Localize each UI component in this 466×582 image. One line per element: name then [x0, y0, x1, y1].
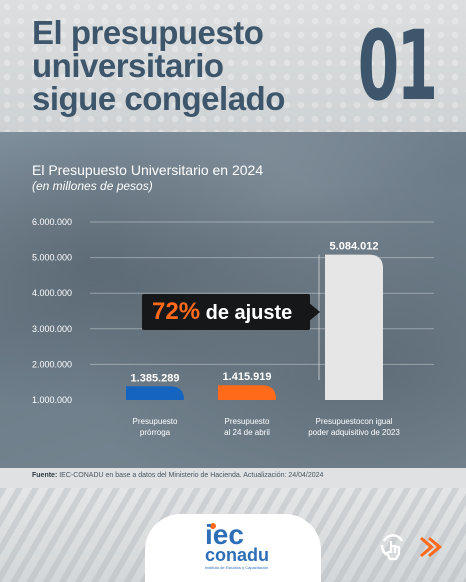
bar-value-label: 1.385.289	[131, 372, 180, 384]
source-bar	[0, 468, 466, 488]
chart-title: El Presupuesto Universitario en 2024	[32, 162, 264, 178]
chart-panel	[0, 132, 466, 468]
y-tick-label: 1.000.000	[32, 395, 72, 405]
callout-label: de ajuste	[205, 302, 293, 324]
y-tick-label: 3.000.000	[32, 324, 72, 334]
category-label: poder adquisitivo de 2023	[308, 428, 400, 437]
logo-iec: iec	[205, 519, 244, 550]
y-tick-label: 5.000.000	[32, 253, 72, 263]
callout-arrow	[308, 302, 320, 322]
title-line-1: El presupuesto	[32, 14, 264, 51]
callout-text: 72% de ajuste	[152, 298, 292, 327]
bar	[325, 254, 383, 400]
source-text: IEC-CONADU en base a datos del Ministeri…	[59, 472, 324, 479]
bar	[126, 386, 184, 400]
adjustment-callout: 72% de ajuste	[142, 294, 322, 330]
source-note: Fuente: IEC-CONADU en base a datos del M…	[32, 472, 323, 479]
category-label: Presupuestocon igual	[316, 417, 393, 426]
y-tick-label: 6.000.000	[32, 217, 72, 227]
category-label: prórroga	[140, 428, 171, 437]
logo-tagline: Instituto de Estudios y Capacitación	[205, 565, 269, 570]
logo-mark	[210, 523, 216, 529]
header-dot-pattern	[0, 0, 466, 132]
chart-subtitle: (en millones de pesos)	[32, 179, 153, 193]
bar	[218, 385, 276, 400]
logo-card: iec conadu Instituto de Estudios y Capac…	[145, 514, 321, 582]
callout-percent: 72%	[152, 298, 201, 325]
header	[0, 0, 466, 132]
source-label: Fuente:	[32, 472, 58, 479]
section-number: 01	[358, 10, 438, 122]
y-tick-label: 2.000.000	[32, 359, 72, 369]
title-line-2: universitario	[32, 47, 224, 84]
bar-value-label: 5.084.012	[330, 241, 379, 253]
category-label: Presupuesto	[225, 417, 270, 426]
next-arrow-icon[interactable]	[418, 534, 444, 560]
tap-hand-icon	[380, 534, 404, 561]
title-line-3: sigue congelado	[32, 80, 285, 117]
y-tick-label: 4.000.000	[32, 288, 72, 298]
logo-conadu: conadu	[205, 545, 270, 565]
bar-value-label: 1.415.919	[223, 371, 272, 383]
category-label: Presupuesto	[133, 417, 178, 426]
callout-box	[142, 294, 310, 330]
page-title: El presupuesto universitario sigue conge…	[32, 16, 332, 115]
category-label: al 24 de abril	[224, 428, 270, 437]
